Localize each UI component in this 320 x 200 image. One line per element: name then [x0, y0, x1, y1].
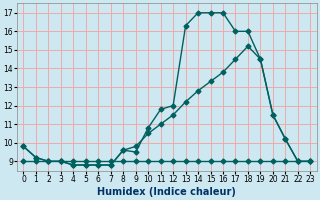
- X-axis label: Humidex (Indice chaleur): Humidex (Indice chaleur): [98, 187, 236, 197]
